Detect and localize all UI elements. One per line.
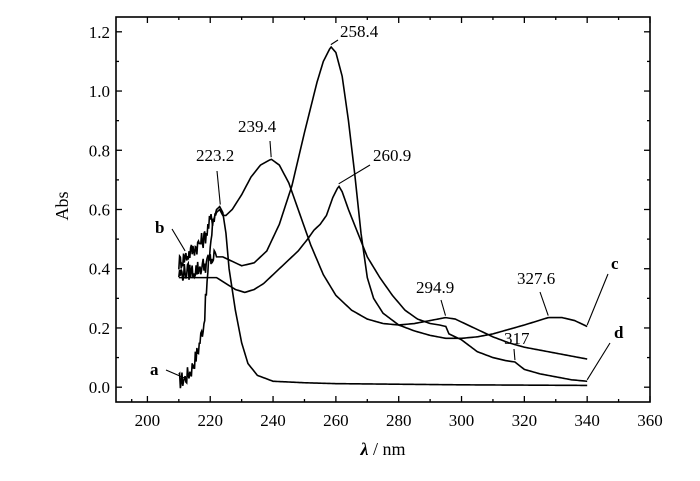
peak-leader-line (513, 348, 516, 361)
peak-label: 317 (504, 329, 530, 348)
y-axis-title: Abs (52, 191, 72, 220)
x-tick-label: 300 (449, 411, 475, 430)
x-axis-title-unit: / nm (368, 439, 405, 459)
peak-leader-line (330, 39, 339, 46)
y-tick-label: 0.6 (89, 201, 110, 220)
y-tick-label: 0.2 (89, 319, 110, 338)
series-b-leader (171, 228, 186, 252)
peak-leader-line (539, 291, 549, 316)
x-tick-label: 320 (512, 411, 538, 430)
series-d-leader (586, 342, 611, 381)
y-tick-label: 1.0 (89, 82, 110, 101)
series-a-label: a (150, 360, 159, 379)
peak-label: 223.2 (196, 146, 234, 165)
peak-leader-line (440, 299, 447, 316)
y-tick-label: 0.0 (89, 378, 110, 397)
y-tick-label: 0.4 (89, 260, 111, 279)
series-c-leader (586, 273, 609, 326)
x-tick-label: 280 (386, 411, 412, 430)
peak-label: 294.9 (416, 278, 454, 297)
series-d-label: d (614, 323, 624, 342)
x-tick-label: 340 (574, 411, 600, 430)
series-a-line (178, 205, 588, 389)
series-b-line (178, 158, 588, 360)
peak-label: 327.6 (517, 269, 555, 288)
x-tick-label: 260 (323, 411, 349, 430)
y-tick-label: 1.2 (89, 23, 110, 42)
series-d-line (178, 184, 588, 383)
peak-leader-line (338, 164, 371, 185)
peak-leader-line (269, 140, 272, 158)
peak-leader-line (216, 170, 221, 205)
series-b-label: b (155, 218, 164, 237)
series-c-line (178, 45, 588, 340)
x-tick-label: 360 (637, 411, 663, 430)
x-tick-label: 200 (135, 411, 161, 430)
x-axis-title-symbol: λ (359, 439, 368, 459)
x-axis-title: λ / nm (359, 439, 405, 459)
peak-label: 260.9 (373, 146, 411, 165)
y-tick-label: 0.8 (89, 141, 110, 160)
x-tick-label: 240 (260, 411, 286, 430)
plot-frame (115, 16, 651, 403)
peak-label: 258.4 (340, 22, 379, 41)
series-c-label: c (611, 254, 619, 273)
series-a-leader (165, 369, 186, 379)
x-tick-label: 220 (197, 411, 223, 430)
peak-label: 239.4 (238, 117, 277, 136)
